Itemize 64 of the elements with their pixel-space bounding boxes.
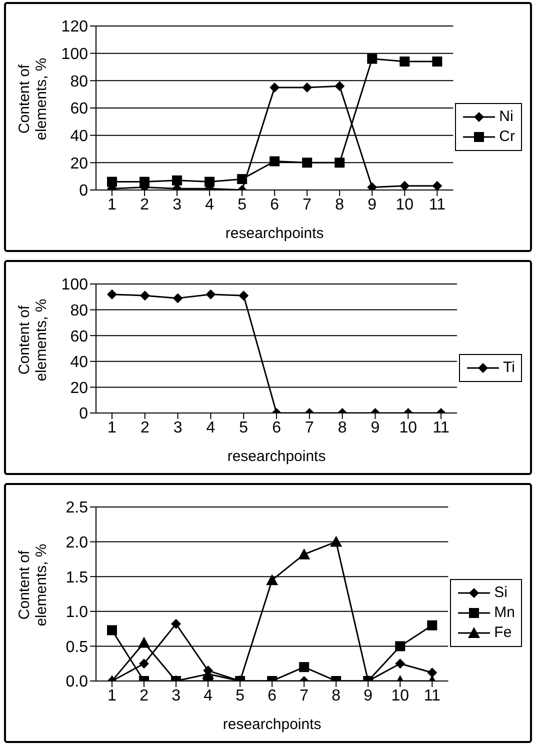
y-tick-label: 20 (70, 155, 88, 172)
legend-label: Si (494, 583, 508, 603)
y-tick-label: 100 (61, 276, 88, 294)
legend-label: Mn (494, 603, 515, 623)
y-axis-title: Content of elements, % (16, 542, 50, 628)
x-tick-label: 7 (300, 687, 309, 704)
y-tick-label: 2.5 (66, 500, 88, 517)
x-axis-title: researchpoints (227, 448, 326, 465)
y-tick-label: 1.5 (66, 569, 88, 586)
x-tick-label: 3 (173, 419, 182, 436)
x-axis-title: researchpoints (222, 716, 322, 733)
x-tick-label: 4 (206, 419, 216, 436)
x-tick-label: 9 (364, 687, 373, 704)
legend-label: Fe (494, 623, 512, 643)
y-tick-label: 1.0 (66, 604, 88, 622)
x-tick-label: 11 (432, 419, 450, 436)
y-axis-title: Content of elements, % (16, 297, 50, 383)
x-tick-label: 8 (335, 196, 344, 214)
x-tick-label: 5 (239, 419, 248, 436)
x-tick-label: 11 (424, 687, 441, 704)
y-tick-label: 0 (79, 182, 88, 200)
x-tick-label: 10 (391, 687, 410, 704)
x-tick-label: 4 (204, 687, 213, 704)
x-tick-label: 5 (238, 196, 247, 214)
x-tick-label: 6 (270, 196, 280, 214)
y-tick-label: 2.0 (66, 534, 88, 552)
y-tick-label: 0.5 (66, 638, 88, 656)
x-tick-label: 10 (399, 419, 418, 436)
y-tick-label: 20 (70, 380, 88, 397)
y-axis-title: Content of elements, % (16, 56, 50, 142)
legend-label: Cr (499, 127, 515, 147)
x-tick-label: 7 (302, 196, 312, 214)
x-tick-label: 10 (396, 196, 414, 214)
x-tick-label: 2 (140, 196, 150, 214)
x-tick-label: 2 (140, 419, 150, 436)
x-tick-label: 1 (108, 419, 117, 436)
y-tick-label: 40 (70, 128, 88, 146)
legend-label: Ti (503, 358, 515, 378)
x-tick-label: 9 (368, 196, 377, 214)
x-tick-label: 5 (236, 687, 245, 704)
x-tick-label: 8 (338, 419, 347, 436)
y-tick-label: 80 (70, 73, 88, 90)
x-axis-title: researchpoints (225, 225, 324, 242)
x-tick-label: 11 (428, 196, 446, 214)
x-tick-label: 1 (108, 687, 117, 704)
y-tick-label: 80 (70, 302, 88, 320)
y-tick-label: 0.0 (66, 674, 88, 691)
y-tick-label: 120 (61, 18, 88, 36)
legend-label: Ni (499, 107, 514, 127)
y-tick-label: 60 (70, 100, 88, 118)
x-tick-label: 9 (370, 419, 380, 436)
x-tick-label: 3 (172, 687, 181, 704)
x-tick-label: 3 (172, 196, 182, 214)
x-tick-label: 7 (304, 419, 314, 436)
x-tick-label: 8 (332, 687, 341, 704)
x-tick-label: 6 (268, 687, 277, 704)
y-tick-label: 40 (70, 354, 88, 372)
y-tick-label: 60 (70, 328, 88, 346)
x-tick-label: 1 (108, 196, 117, 214)
y-tick-label: 0 (79, 406, 88, 423)
x-tick-label: 2 (140, 687, 149, 704)
x-tick-label: 6 (272, 419, 282, 436)
y-tick-label: 100 (61, 46, 88, 64)
x-tick-label: 4 (205, 196, 214, 214)
